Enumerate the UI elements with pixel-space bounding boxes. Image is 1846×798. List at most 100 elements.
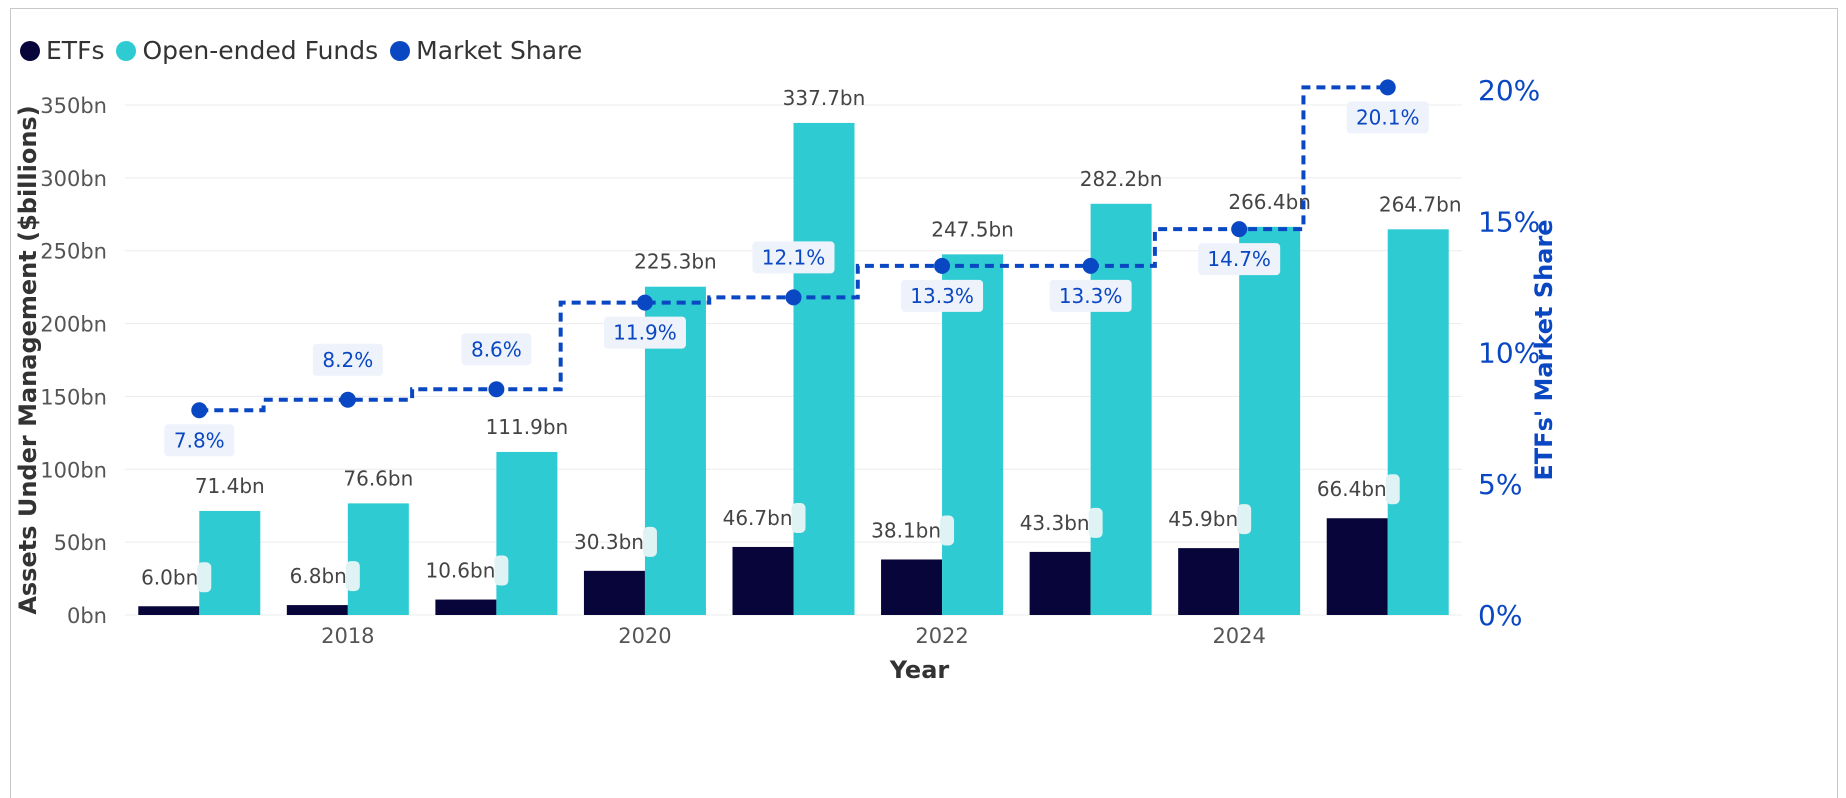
data-label-open-ended-funds: 282.2bn	[1080, 167, 1163, 191]
legend-item-etfs[interactable]: ETFs	[20, 36, 104, 65]
data-label-etfs: 45.9bn	[1168, 507, 1238, 531]
market-share-label: 8.6%	[471, 337, 522, 361]
x-tick-label: 2018	[321, 624, 374, 648]
market-share-label-bg	[1049, 279, 1132, 312]
market-share-point	[1082, 257, 1099, 274]
y2-axis-title: ETFs' Market Share	[1530, 219, 1558, 480]
data-label-etfs: 30.3bn	[574, 530, 644, 554]
market-share-label: 13.3%	[910, 284, 974, 308]
data-label-etfs: 66.4bn	[1317, 477, 1387, 501]
market-share-label: 14.7%	[1207, 247, 1271, 271]
bar-etfs	[286, 605, 348, 615]
legend-item-open-ended-funds[interactable]: Open-ended Funds	[116, 36, 378, 65]
y-axis-title: Assets Under Management ($billions)	[14, 105, 42, 614]
market-share-point	[339, 391, 356, 408]
y-tick-label: 50bn	[54, 531, 107, 555]
data-label-etfs-bg	[345, 561, 360, 592]
market-share-label: 13.3%	[1059, 284, 1123, 308]
chart-legend: ETFs Open-ended Funds Market Share	[20, 36, 594, 65]
market-share-label: 8.2%	[322, 348, 373, 372]
market-share-label-bg	[603, 316, 686, 349]
legend-dot-etfs	[20, 40, 40, 61]
x-axis-title: Year	[889, 656, 950, 684]
market-share-point	[934, 257, 951, 274]
data-label-open-ended-funds: 337.7bn	[783, 86, 866, 110]
bar-open-ended-funds	[1090, 203, 1152, 615]
bar-etfs	[435, 599, 497, 615]
data-label-etfs-bg	[494, 555, 509, 586]
bar-etfs	[138, 606, 200, 615]
legend-label-open-ended-funds: Open-ended Funds	[142, 36, 379, 65]
data-label-open-ended-funds: 76.6bn	[343, 466, 413, 490]
data-label-open-ended-funds: 264.7bn	[1379, 192, 1462, 216]
chart-frame	[10, 8, 1838, 798]
data-label-etfs: 6.8bn	[290, 564, 347, 588]
bar-etfs	[583, 570, 645, 615]
data-label-etfs: 43.3bn	[1020, 511, 1090, 535]
legend-dot-open-ended-funds	[116, 40, 137, 61]
y2-tick-label: 5%	[1478, 468, 1522, 501]
data-label-etfs: 46.7bn	[723, 506, 793, 530]
y2-tick-label: 10%	[1478, 337, 1540, 370]
market-share-label: 12.1%	[762, 245, 826, 269]
y-tick-label: 200bn	[40, 313, 107, 337]
data-label-etfs-bg	[940, 515, 955, 546]
bar-open-ended-funds	[199, 510, 261, 615]
legend-dot-market-share	[390, 40, 411, 61]
market-share-label-bg	[752, 241, 835, 274]
y-tick-label: 150bn	[40, 385, 107, 409]
market-share-label: 11.9%	[613, 321, 677, 345]
data-label-open-ended-funds: 111.9bn	[486, 415, 569, 439]
market-share-label-bg	[312, 343, 383, 376]
y2-tick-label: 0%	[1478, 599, 1522, 632]
bar-open-ended-funds	[942, 254, 1004, 615]
data-label-etfs-bg	[1237, 504, 1252, 535]
market-share-point	[1231, 221, 1248, 238]
bar-etfs	[732, 546, 794, 615]
market-share-label-bg	[461, 333, 532, 366]
y-tick-label: 350bn	[40, 94, 107, 118]
data-label-etfs: 38.1bn	[871, 518, 941, 542]
market-share-label: 20.1%	[1356, 105, 1420, 129]
data-label-etfs-bg	[197, 562, 212, 593]
bar-open-ended-funds	[347, 503, 409, 615]
market-share-point	[636, 294, 653, 311]
bar-etfs	[881, 559, 943, 615]
legend-item-market-share[interactable]: Market Share	[390, 36, 582, 65]
market-share-point	[488, 381, 505, 398]
bar-open-ended-funds	[496, 451, 558, 615]
x-tick-label: 2020	[618, 624, 671, 648]
x-tick-label: 2024	[1212, 624, 1265, 648]
market-share-label: 7.8%	[174, 428, 225, 452]
data-label-etfs-bg	[1088, 507, 1103, 538]
bar-open-ended-funds	[793, 122, 855, 616]
bar-etfs	[1326, 518, 1388, 615]
y2-tick-label: 15%	[1478, 205, 1540, 238]
data-label-etfs: 6.0bn	[141, 565, 198, 589]
market-share-line	[199, 85, 1388, 413]
y-tick-label: 100bn	[40, 458, 107, 482]
y-tick-label: 300bn	[40, 167, 107, 191]
bar-open-ended-funds	[1387, 229, 1449, 615]
market-share-label-bg	[901, 279, 984, 312]
market-share-label-bg	[1346, 101, 1429, 134]
market-share-point	[1379, 79, 1396, 96]
market-share-point	[785, 289, 802, 306]
legend-label-market-share: Market Share	[416, 36, 583, 65]
y2-tick-label: 20%	[1478, 74, 1540, 107]
data-label-open-ended-funds: 71.4bn	[195, 474, 265, 498]
market-share-label-bg	[1198, 243, 1281, 276]
data-label-open-ended-funds: 225.3bn	[634, 250, 717, 274]
data-label-etfs: 10.6bn	[425, 559, 495, 583]
x-tick-label: 2022	[915, 624, 968, 648]
market-share-point	[191, 402, 208, 419]
data-label-open-ended-funds: 247.5bn	[931, 217, 1014, 241]
legend-label-etfs: ETFs	[46, 36, 105, 65]
bar-open-ended-funds	[1239, 226, 1301, 615]
y-tick-label: 0bn	[67, 604, 107, 628]
data-label-etfs-bg	[1385, 474, 1400, 505]
y-tick-label: 250bn	[40, 240, 107, 264]
data-label-open-ended-funds: 266.4bn	[1228, 190, 1311, 214]
data-label-etfs-bg	[791, 502, 806, 533]
